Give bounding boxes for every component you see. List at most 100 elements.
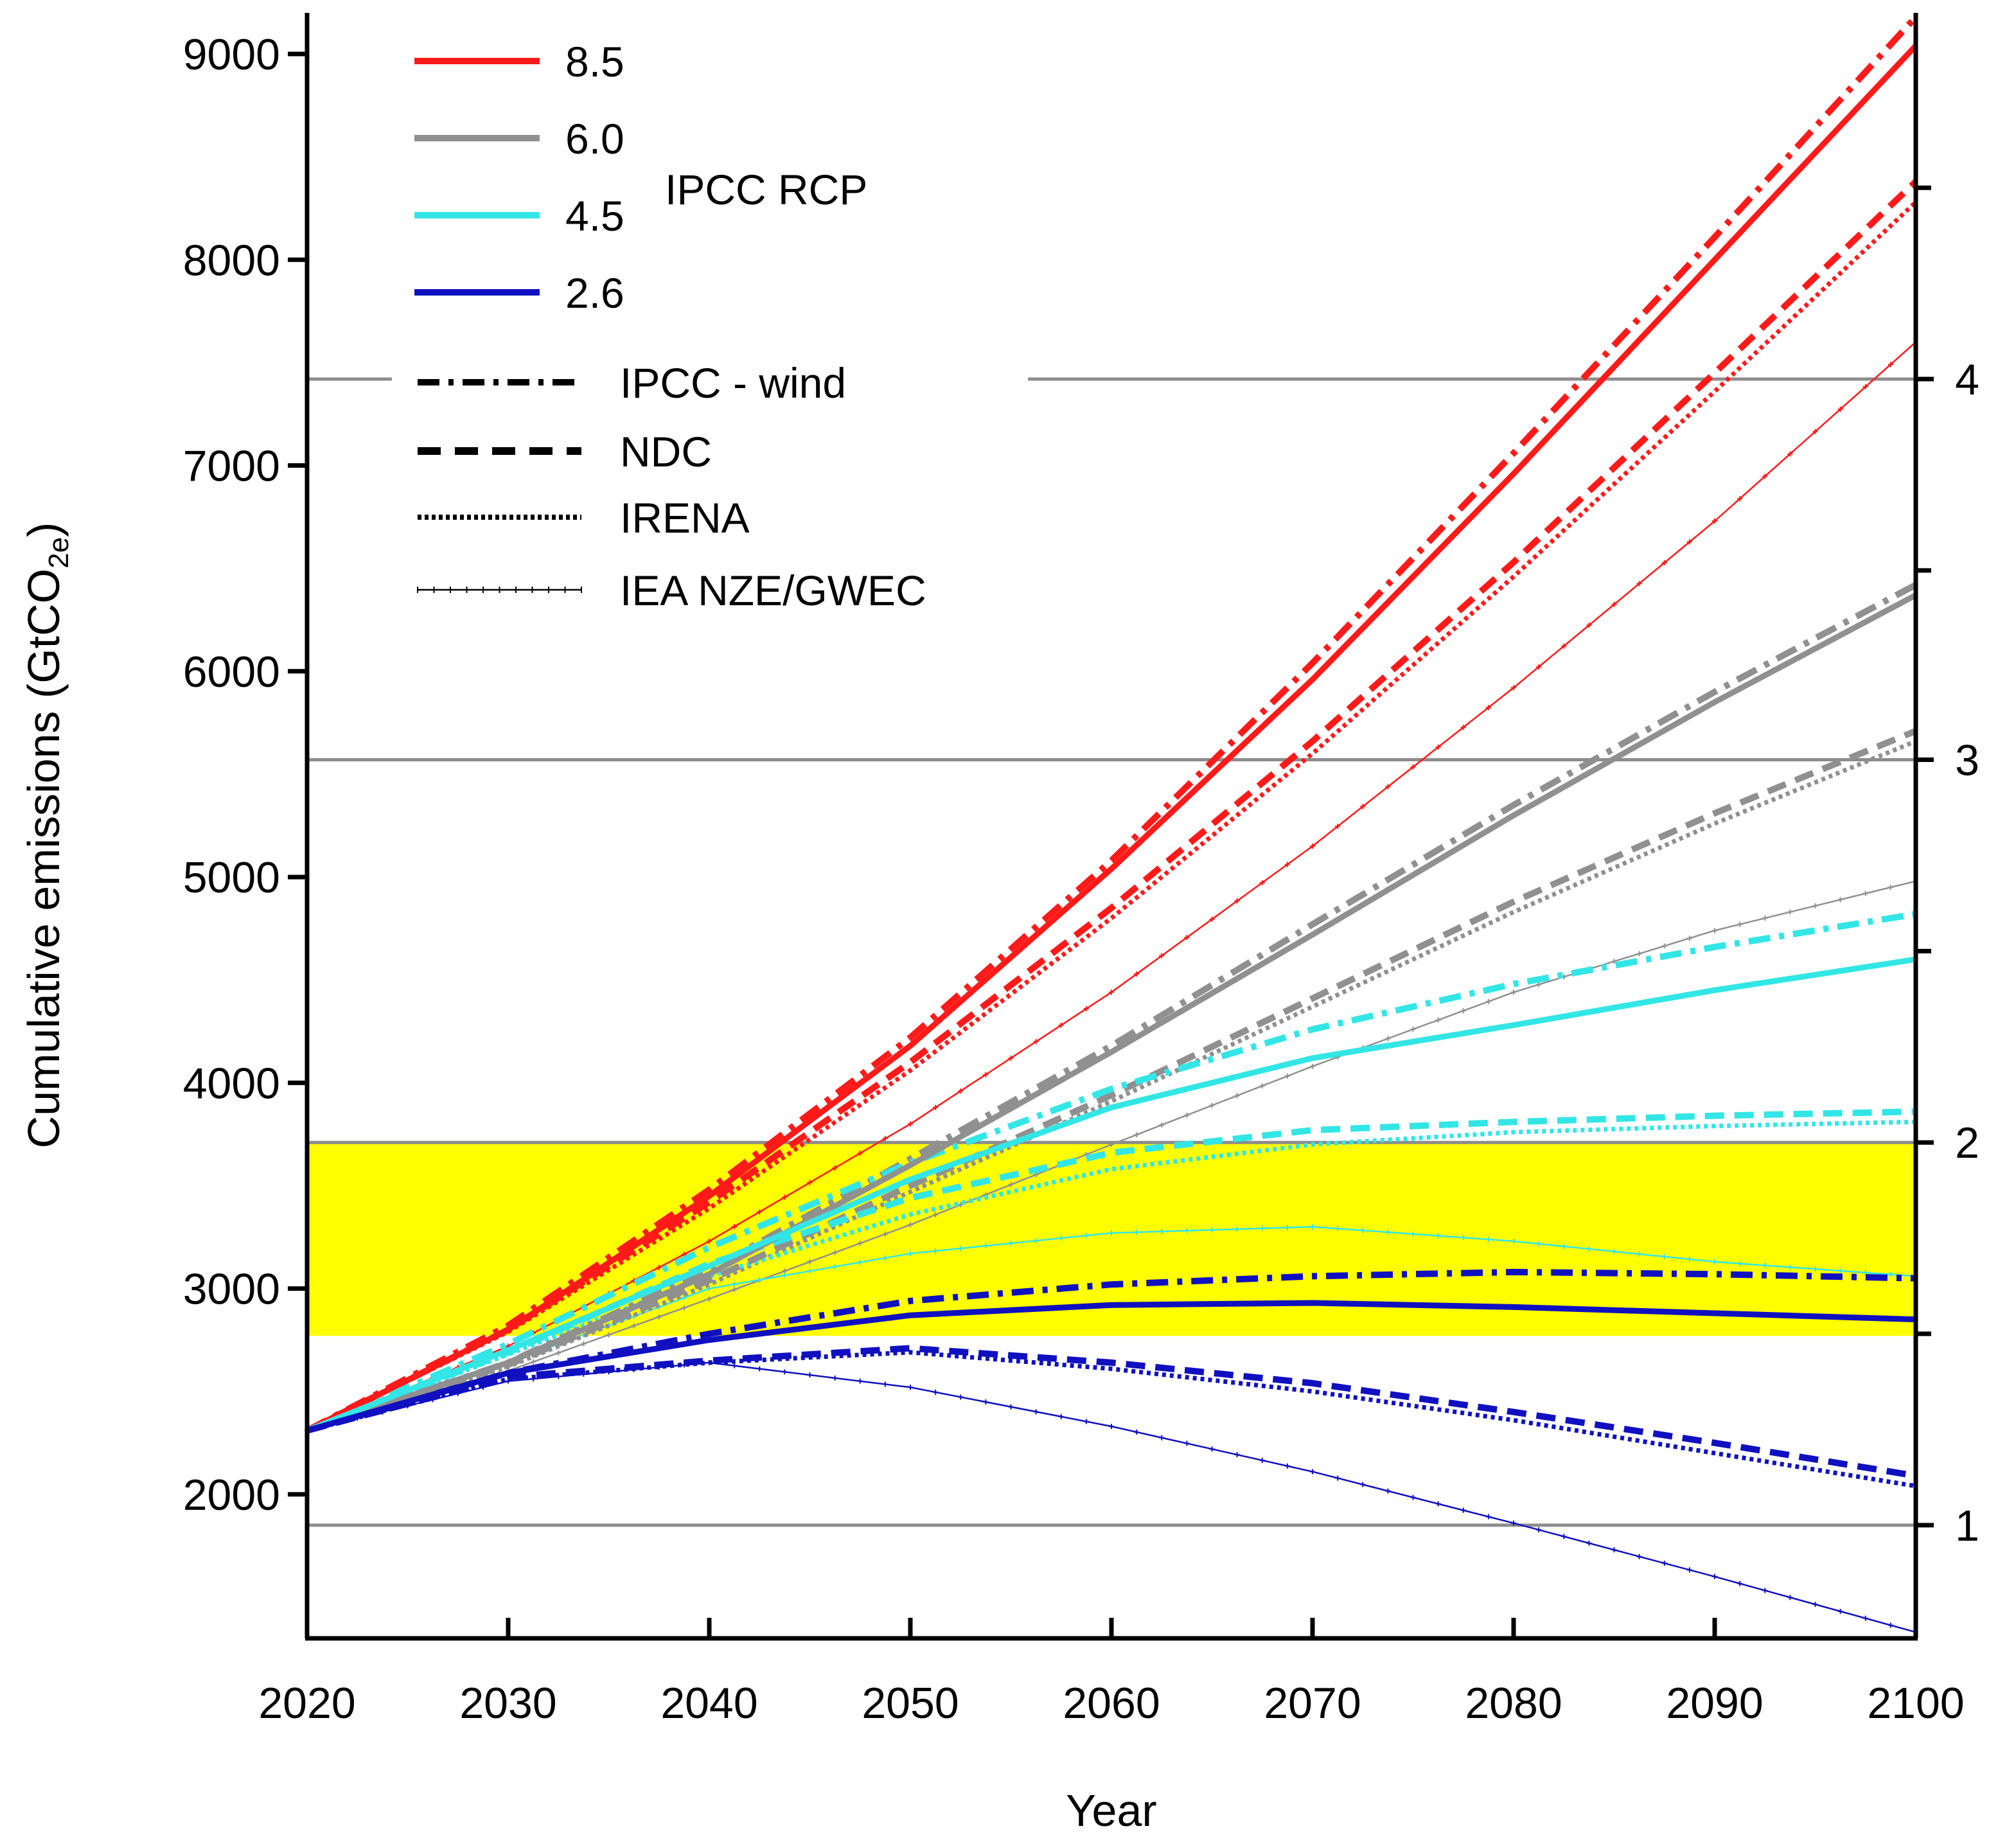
series-4-5-cross-marker	[1762, 1262, 1768, 1268]
series-2-6-cross-marker	[1611, 1547, 1617, 1553]
series-2-6-cross-marker	[757, 1366, 763, 1372]
series-6-0-cross-marker	[606, 1332, 612, 1338]
series-4-5-cross-marker	[908, 1251, 913, 1257]
series-8-5-cross-marker	[1787, 451, 1793, 457]
series-4-5-solid	[306, 956, 1916, 1433]
series-4-5-cross-marker	[1737, 1261, 1743, 1266]
series-8-5-cross-marker	[1435, 744, 1441, 750]
series-2-6-cross-marker	[832, 1375, 838, 1381]
series-6-0-cross-marker	[1410, 1027, 1416, 1032]
series-6-0-cross-marker	[1787, 909, 1793, 915]
legend: 8.5 6.0 4.5 2.6 IPCC RCP IPCC - wind NDC IRENA I…	[392, 38, 1028, 614]
series-4-5-cross-marker	[1712, 1259, 1717, 1264]
x-tick-label: 2040	[660, 1679, 757, 1728]
series-2-6-cross-marker	[857, 1378, 863, 1384]
y-tick-label: 5000	[183, 853, 280, 902]
series-8-5-cross-marker	[1536, 664, 1542, 669]
series-8-5-cross-marker	[1812, 429, 1818, 434]
series-4-5-dashdot	[306, 910, 1916, 1434]
series-2-6-cross-marker	[1712, 1573, 1717, 1579]
y-tick-label: 9000	[183, 30, 280, 79]
series-2-6-cross-marker	[1686, 1567, 1692, 1573]
series-4-5-cross-marker	[1686, 1256, 1692, 1262]
series-6-0-cross-marker	[1159, 1122, 1165, 1128]
series-6-0-cross-marker	[1661, 943, 1667, 949]
right-tick-label: 3	[1955, 736, 1979, 785]
series-8-5-cross-marker	[857, 1151, 863, 1156]
series-8-5-cross-marker	[1284, 862, 1290, 867]
series-8-5-cross-marker	[656, 1264, 662, 1270]
series-2-6-cross-marker	[958, 1394, 964, 1400]
right-tick-label: 2	[1955, 1119, 1979, 1167]
series-4-5-cross-marker	[1234, 1227, 1240, 1232]
series-layer	[305, 15, 1918, 1633]
x-tick-label: 2020	[258, 1679, 355, 1728]
series-4-5-cross-marker	[807, 1268, 813, 1274]
series-8-5-cross-marker	[1888, 362, 1893, 368]
series-2-6-cross-marker	[1435, 1501, 1441, 1507]
series-2-6-cross-marker	[1485, 1514, 1491, 1519]
y-tick-label: 8000	[183, 236, 280, 285]
legend-label-dash: NDC	[620, 428, 712, 475]
series-4-5-cross-marker	[1460, 1235, 1466, 1241]
series-6-0-cross-marker	[732, 1287, 738, 1293]
series-2-6-cross-marker	[1083, 1419, 1089, 1424]
series-6-0-cross-marker	[832, 1250, 838, 1255]
series-8-5-cross-marker	[807, 1180, 813, 1185]
y-tick-label: 4000	[183, 1059, 280, 1108]
series-6-0-cross-marker	[1737, 921, 1743, 927]
series-8-5-cross-marker	[1837, 406, 1843, 412]
series-6-0-cross-marker	[1184, 1112, 1190, 1118]
series-2-6-cross-marker	[1284, 1463, 1290, 1469]
series-8-5-cross-marker	[1611, 601, 1617, 607]
series-2-6-cross-markers	[305, 1359, 1893, 1628]
series-6-0-cross-marker	[933, 1212, 939, 1218]
legend-label-4-5: 4.5	[565, 192, 624, 240]
series-2-6-cross-marker	[1812, 1602, 1818, 1607]
series-2-6-cross-marker	[1360, 1482, 1366, 1487]
legend-label-dashdot: IPCC - wind	[620, 359, 846, 407]
series-6-0-cross-marker	[1712, 928, 1717, 934]
series-2-6-cross-marker	[983, 1399, 989, 1405]
series-4-5-cross-marker	[857, 1259, 863, 1265]
series-2-6-cross-marker	[1109, 1424, 1114, 1430]
x-tick-label: 2080	[1465, 1679, 1562, 1728]
series-2-6-cross-marker	[782, 1369, 788, 1375]
x-tick-label: 2050	[862, 1679, 959, 1728]
series-2-6-cross-marker	[882, 1381, 888, 1387]
series-2-6-cross-marker	[933, 1389, 939, 1395]
series-4-5-cross-marker	[1083, 1233, 1089, 1239]
series-4-5-cross-marker	[1184, 1228, 1190, 1234]
series-8-5-cross-marker	[1636, 581, 1642, 587]
series-2-6-cross-marker	[1410, 1494, 1416, 1500]
series-6-0-cross-marker	[1008, 1182, 1014, 1187]
series-6-0-cross-marker	[1837, 897, 1843, 903]
series-8-5-cross-marker	[1661, 560, 1667, 565]
legend-label-cross: IEA NZE/GWEC	[620, 567, 926, 614]
series-4-5-cross-marker	[1636, 1251, 1642, 1257]
series-4-5-cross-marker	[1310, 1224, 1315, 1230]
series-8-5-cross-marker	[1762, 474, 1768, 479]
series-8-5-cross-marker	[1234, 898, 1240, 904]
series-4-5-cross-marker	[1511, 1238, 1516, 1244]
series-2-6-cross-marker	[807, 1372, 813, 1378]
y-axis-title-subscript: 2e	[43, 537, 75, 569]
x-tick-label: 2090	[1666, 1679, 1763, 1728]
series-8-5-cross-marker	[933, 1104, 939, 1110]
series-6-0-cross-marker	[882, 1231, 888, 1237]
axes-layer: 2000 3000 4000 5000 6000 7000 8000 9000 2020 2030…	[183, 13, 1979, 1728]
legend-label-2-6: 2.6	[565, 269, 624, 317]
series-8-5-cross-marker	[1385, 784, 1391, 790]
series-8-5-cross-marker	[1335, 824, 1341, 829]
series-4-5-cross-marker	[782, 1273, 788, 1279]
series-4-5-cross-marker	[1284, 1225, 1290, 1230]
series-8-5-cross-marker	[1360, 804, 1366, 810]
series-6-0-cross-marker	[908, 1222, 913, 1228]
series-4-5-cross-marker	[681, 1295, 687, 1300]
series-2-6-cross-marker	[1159, 1435, 1165, 1440]
right-tick-label: 4	[1955, 355, 1979, 404]
series-6-0-cross-marker	[782, 1268, 788, 1274]
legend-label-dot: IRENA	[620, 494, 750, 542]
series-2-6-cross-marker	[1787, 1595, 1793, 1600]
